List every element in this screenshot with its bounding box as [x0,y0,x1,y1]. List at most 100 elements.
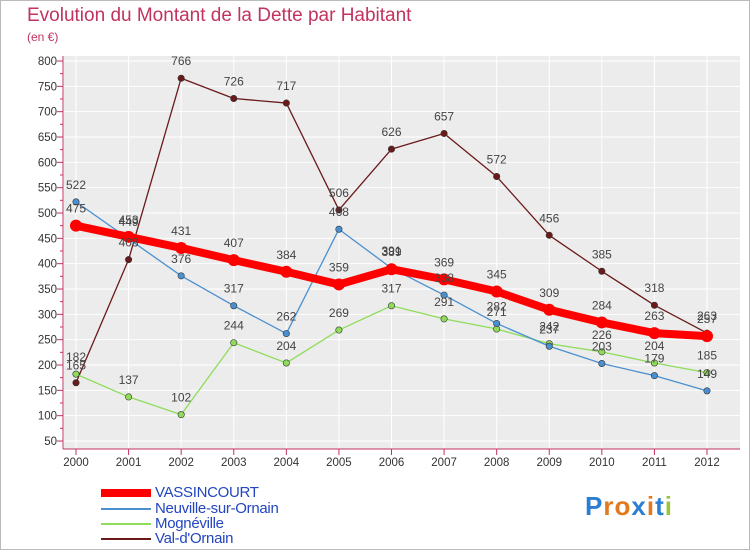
legend-swatch [101,538,151,540]
y-tick-label: 700 [38,107,57,119]
data-label: 165 [66,359,86,373]
data-label: 203 [592,339,612,353]
data-label: 269 [329,306,349,320]
data-label: 257 [697,312,717,326]
legend-label: Neuville-sur-Ornain [155,500,279,517]
proxiti-logo: Proxiti [585,491,673,522]
data-point [335,326,343,334]
logo-letter: x [631,491,647,521]
y-tick-label: 500 [38,208,57,220]
x-tick-label: 2007 [431,457,457,469]
chart-subtitle: (en €) [27,30,59,44]
data-point [598,348,606,356]
data-label: 309 [539,286,559,300]
data-label: 391 [381,244,401,258]
data-label: 717 [276,79,296,93]
data-label: 244 [224,319,244,333]
data-point [282,359,290,367]
data-label: 237 [539,322,559,336]
logo-letter: o [614,491,632,521]
data-label: 317 [381,282,401,296]
data-label: 456 [539,211,559,225]
data-label: 369 [434,255,454,269]
data-point [122,230,135,243]
x-tick-label: 2000 [63,457,89,469]
y-tick-label: 100 [38,411,57,423]
data-point [385,263,398,276]
data-label: 408 [119,236,139,250]
x-tick-label: 2005 [326,457,352,469]
data-label: 766 [171,54,191,68]
data-point [387,145,395,153]
data-point [177,411,185,419]
legend-swatch [101,508,151,510]
x-tick-label: 2001 [116,457,142,469]
data-label: 102 [171,391,191,405]
legend-swatch [101,523,151,525]
logo-letter: i [646,491,656,521]
data-label: 284 [592,298,612,312]
y-tick-label: 550 [38,183,57,195]
data-label: 376 [171,252,191,266]
data-label: 226 [592,328,612,342]
data-label: 453 [119,213,139,227]
data-point [387,302,395,310]
data-point [72,198,80,206]
data-label: 657 [434,109,454,123]
data-point [72,379,80,387]
data-label: 345 [487,268,507,282]
y-tick-label: 50 [44,436,57,448]
data-point [545,231,553,239]
data-point [282,99,290,107]
logo-letter: t [655,491,665,521]
y-tick-label: 400 [38,259,57,271]
y-tick-label: 150 [38,385,57,397]
logo-letter: r [603,491,615,521]
data-label: 389 [381,245,401,259]
data-label: 475 [66,202,86,216]
data-point [598,267,606,275]
data-point [701,330,713,343]
y-tick-label: 350 [38,284,57,296]
y-tick-label: 300 [38,309,57,321]
data-label: 468 [329,205,349,219]
x-tick-label: 2002 [168,457,194,469]
legend-swatch [101,489,151,497]
data-label: 726 [224,74,244,88]
data-label: 318 [644,281,664,295]
data-label: 179 [644,352,664,366]
data-point [650,359,658,367]
data-point [650,301,658,309]
y-tick-label: 800 [38,56,57,68]
data-label: 271 [487,305,507,319]
legend-label: Val-d'Ornain [155,530,234,547]
data-label: 407 [224,236,244,250]
data-point [230,302,238,310]
data-point [648,327,661,340]
data-point [177,74,185,82]
data-label: 242 [539,320,559,334]
data-point [493,319,501,327]
legend-label: Mognéville [155,515,224,532]
data-label: 385 [592,247,612,261]
y-tick-label: 200 [38,360,57,372]
data-label: 431 [171,224,191,238]
chart-title: Evolution du Montant de la Dette par Hab… [27,5,412,26]
data-point [650,372,658,380]
x-tick-label: 2010 [589,457,615,469]
data-point [280,265,293,278]
data-point [125,256,133,264]
data-point [175,241,188,254]
y-tick-label: 450 [38,233,57,245]
data-label: 506 [329,186,349,200]
data-point [703,369,711,377]
x-tick-label: 2008 [484,457,510,469]
data-point [230,94,238,102]
data-label: 263 [697,309,717,323]
y-tick-label: 750 [38,81,57,93]
data-point [177,272,185,280]
data-label: 185 [697,349,717,363]
data-label: 204 [644,339,664,353]
y-tick-label: 650 [38,132,57,144]
